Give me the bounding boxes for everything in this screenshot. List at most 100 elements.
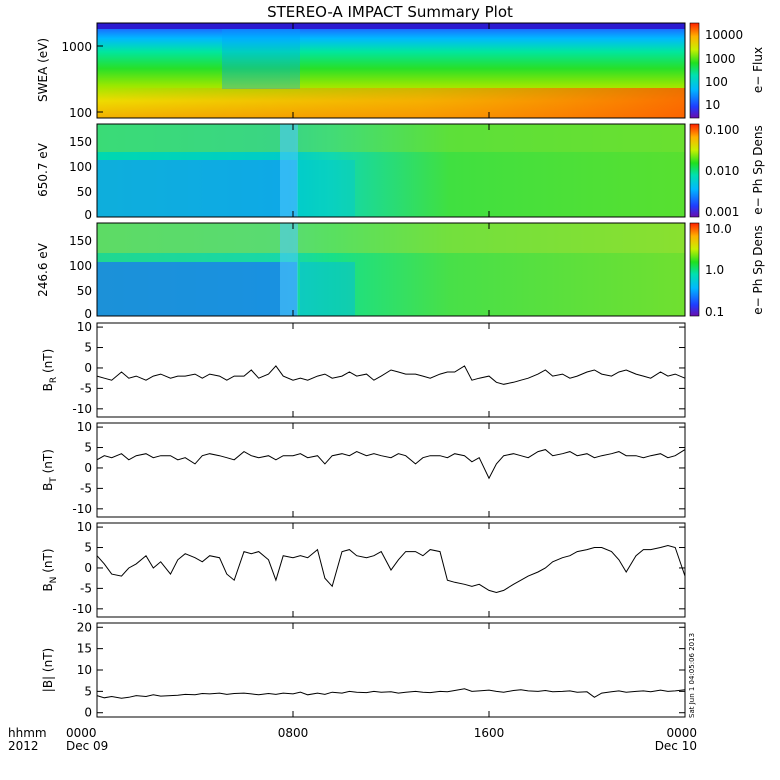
bt-ylabel: BT (nT) — [41, 449, 59, 491]
bn-ytick-label: -10 — [72, 602, 92, 616]
btot-ylabel: |B| (nT) — [41, 648, 55, 692]
pad-650-tick-0: 0 — [84, 208, 92, 222]
pad-650-colorbar — [689, 123, 700, 218]
bn-ylabel-sub: N — [49, 577, 59, 584]
br-ytick-label: 10 — [77, 320, 92, 334]
bn-frame — [96, 522, 686, 618]
swea-cbar-tick-10: 10 — [705, 98, 720, 112]
br-ytick-label: -5 — [80, 381, 92, 395]
x-tick-date: Dec 10 — [655, 739, 697, 753]
x-tick-label: 1600 — [474, 726, 505, 740]
btot-series-line — [96, 688, 686, 699]
swea-frame — [96, 22, 686, 119]
pad-246-cbar-label: e− Ph Sp Dens — [751, 225, 765, 314]
btot-ylabel-main: |B| (nT) — [41, 648, 55, 692]
pad-650-frame — [96, 123, 686, 218]
bn-series-line — [96, 544, 686, 594]
pad-650-cbar-tick-0.001: 0.001 — [705, 205, 739, 219]
btot-ytick-label: 15 — [77, 642, 92, 656]
bt-ylabel-sub: T — [49, 477, 59, 484]
swea-cbar-tick-10000: 10000 — [705, 28, 743, 42]
bt-ytick-label: 0 — [84, 461, 92, 475]
x-tick-label: 0000 — [666, 726, 697, 740]
bt-frame — [96, 422, 686, 518]
pad-650-tick-50: 50 — [77, 185, 92, 199]
swea-tick-100: 100 — [69, 106, 92, 120]
bn-panel: 10 5 0 -5 -10 BN (nT) — [41, 520, 686, 618]
br-ytick-label: 0 — [84, 361, 92, 375]
pad-650-tick-100: 100 — [69, 160, 92, 174]
pad-246-top-band — [97, 223, 685, 253]
swea-top-band — [97, 23, 685, 29]
pad-246-cbar-tick-0.1: 0.1 — [705, 305, 724, 319]
swea-cbar-tick-100: 100 — [705, 75, 728, 89]
bt-ytick-label: 10 — [77, 420, 92, 434]
bn-ylabel-unit: (nT) — [41, 548, 55, 576]
br-panel: 10 5 0 -5 -10 BR (nT) — [41, 320, 686, 418]
bt-ylabel-main: B — [41, 483, 55, 491]
swea-disturbance — [222, 29, 300, 89]
swea-late-flux — [97, 88, 685, 118]
br-ytick-label: 5 — [84, 341, 92, 355]
swea-panel: 1000 100 SWEA (eV) 10000 1000 100 10 e− … — [36, 22, 765, 120]
x-tick-label: 0000 — [66, 726, 97, 740]
br-ytick-label: -10 — [72, 402, 92, 416]
pad-246-tick-0: 0 — [84, 307, 92, 321]
btot-ytick-label: 0 — [84, 706, 92, 720]
swea-cbar-tick-1000: 1000 — [705, 52, 736, 66]
plot-timestamp: Sat Jun 1 04:05:06 2013 — [688, 633, 696, 718]
x-tick-label: 0800 — [278, 726, 309, 740]
pad-650-ylabel: 650.7 eV — [36, 142, 50, 197]
pad-650-tick-150: 150 — [69, 135, 92, 149]
bt-panel: 10 5 0 -5 -10 BT (nT) — [41, 420, 686, 518]
plot-title: STEREO-A IMPACT Summary Plot — [267, 3, 513, 21]
pad-650-top-band — [97, 124, 685, 152]
swea-ylabel: SWEA (eV) — [36, 38, 50, 102]
bn-ytick-label: -5 — [80, 581, 92, 595]
br-ylabel-main: B — [41, 383, 55, 391]
bn-ytick-label: 5 — [84, 541, 92, 555]
x-tick-date: Dec 09 — [66, 739, 108, 753]
btot-frame — [96, 622, 686, 718]
bt-series-line — [96, 449, 686, 480]
bt-ylabel-unit: (nT) — [41, 449, 55, 477]
br-ylabel: BR (nT) — [41, 349, 59, 392]
bn-ytick-label: 10 — [77, 520, 92, 534]
pad-246-panel: 150 100 50 0 246.6 eV 10.0 1.0 0.1 e− Ph… — [36, 222, 765, 321]
pad-650-cbar-label: e− Ph Sp Dens — [751, 125, 765, 214]
pad-650-mid-region — [300, 160, 355, 217]
pad-246-mid-region — [300, 262, 355, 316]
bn-ylabel-main: B — [41, 583, 55, 591]
pad-650-low-region — [97, 160, 297, 217]
br-series-line — [96, 365, 686, 385]
x-axis-row1-label: hhmm — [8, 726, 47, 740]
pad-246-cbar-tick-10.0: 10.0 — [705, 222, 732, 236]
pad-246-cbar-tick-1.0: 1.0 — [705, 263, 724, 277]
pad-246-frame — [96, 222, 686, 317]
pad-246-ylabel: 246.6 eV — [36, 242, 50, 297]
pad-650-cbar-tick-0.100: 0.100 — [705, 123, 739, 137]
bt-ytick-label: -5 — [80, 481, 92, 495]
pad-650-spike — [280, 124, 298, 217]
bt-ytick-label: -10 — [72, 502, 92, 516]
bn-ytick-label: 0 — [84, 561, 92, 575]
br-frame — [96, 322, 686, 418]
pad-650-cbar-tick-0.010: 0.010 — [705, 164, 739, 178]
br-ylabel-unit: (nT) — [41, 349, 55, 377]
br-ylabel-sub: R — [49, 377, 59, 383]
pad-246-tick-50: 50 — [77, 284, 92, 298]
pad-246-low-region — [97, 262, 297, 316]
btot-panel: 20 15 10 5 0 |B| (nT) — [41, 620, 686, 720]
pad-650-panel: 150 100 50 0 650.7 eV 0.100 0.010 0.001 … — [36, 123, 765, 222]
pad-246-tick-150: 150 — [69, 234, 92, 248]
swea-cbar-label: e− Flux — [751, 47, 765, 93]
btot-ytick-label: 20 — [77, 620, 92, 634]
pad-246-spike — [280, 223, 298, 316]
x-axis-row2-label: 2012 — [8, 739, 39, 753]
bn-ylabel: BN (nT) — [41, 548, 59, 591]
btot-ytick-label: 5 — [84, 684, 92, 698]
swea-colorbar — [689, 22, 700, 119]
